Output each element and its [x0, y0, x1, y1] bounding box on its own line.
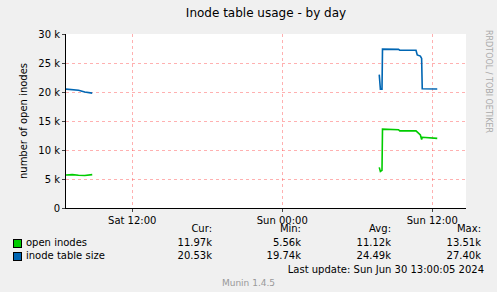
html-text:Avg:: Avg:: [369, 223, 391, 234]
html-text:20.53k: 20.53k: [177, 250, 212, 261]
svg-text:0: 0: [54, 203, 60, 214]
html-text:open inodes: open inodes: [26, 237, 88, 248]
html-text:Last update: Sun Jun 30 13:00:: Last update: Sun Jun 30 13:00:05 2024: [287, 264, 484, 275]
svg-text:15 k: 15 k: [38, 116, 60, 127]
html-text:11.12k: 11.12k: [356, 237, 391, 248]
html-text:24.49k: 24.49k: [356, 250, 391, 261]
svg-text:20 k: 20 k: [38, 87, 60, 98]
svg-text:Inode table usage - by day: Inode table usage - by day: [186, 6, 346, 20]
svg-text:number of open inodes: number of open inodes: [18, 63, 29, 179]
html-text:19.74k: 19.74k: [266, 250, 301, 261]
svg-text:Sun 00:00: Sun 00:00: [256, 215, 308, 226]
html-text:Cur:: Cur:: [191, 223, 212, 234]
html-text:Max:: Max:: [457, 223, 481, 234]
svg-text:10 k: 10 k: [38, 145, 60, 156]
svg-text:5 k: 5 k: [45, 174, 61, 185]
svg-text:Sat 12:00: Sat 12:00: [108, 215, 156, 226]
html-text:Munin 1.4.5: Munin 1.4.5: [221, 278, 276, 288]
html-text:5.56k: 5.56k: [272, 237, 301, 248]
html-text:13.51k: 13.51k: [446, 237, 481, 248]
html-text:27.40k: 27.40k: [446, 250, 481, 261]
html-text:RRDTOOL / TOBI OETIKER: RRDTOOL / TOBI OETIKER: [484, 30, 493, 133]
html-text:inode table size: inode table size: [26, 250, 105, 261]
html-text:11.97k: 11.97k: [177, 237, 212, 248]
svg-text:25 k: 25 k: [38, 58, 60, 69]
svg-text:30 k: 30 k: [38, 29, 60, 40]
html-text:Min:: Min:: [279, 223, 301, 234]
svg-text:Sun 12:00: Sun 12:00: [407, 215, 458, 226]
